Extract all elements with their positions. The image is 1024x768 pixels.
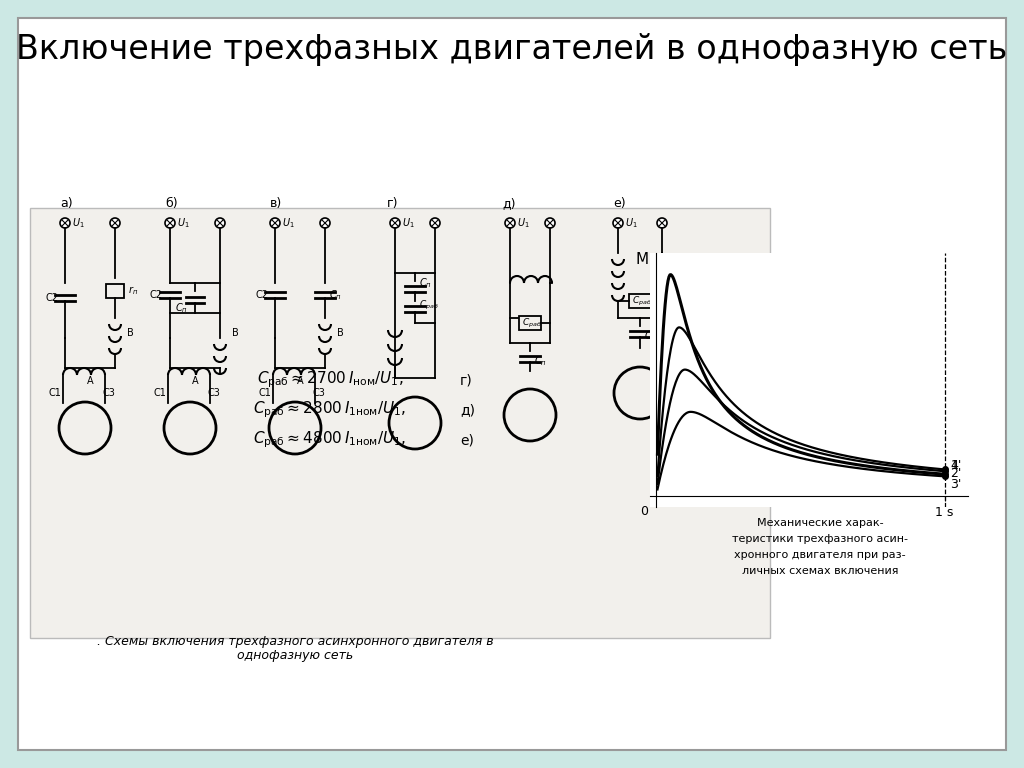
Text: A: A bbox=[87, 376, 93, 386]
Text: C3: C3 bbox=[102, 388, 116, 398]
Text: $C_п$: $C_п$ bbox=[644, 329, 657, 343]
Bar bbox=[106, 284, 124, 298]
Text: C1: C1 bbox=[154, 388, 167, 398]
Text: $C_п$: $C_п$ bbox=[534, 354, 547, 368]
Text: Механические харак-: Механические харак- bbox=[757, 518, 884, 528]
Circle shape bbox=[657, 218, 667, 228]
Text: . Схемы включения трехфазного асинхронного двигателя в: . Схемы включения трехфазного асинхронно… bbox=[96, 634, 494, 647]
Text: $U_1$: $U_1$ bbox=[72, 216, 85, 230]
Text: $U_1$: $U_1$ bbox=[625, 216, 638, 230]
Text: е): е) bbox=[460, 433, 474, 447]
Text: C2: C2 bbox=[45, 293, 58, 303]
Text: в): в) bbox=[270, 197, 283, 210]
Text: г): г) bbox=[460, 373, 473, 387]
Text: а): а) bbox=[60, 197, 73, 210]
Text: $C_\mathrm{раб} \approx 2800\,I_\mathrm{1ном}/U_1,$: $C_\mathrm{раб} \approx 2800\,I_\mathrm{… bbox=[253, 399, 407, 420]
Text: $U_1$: $U_1$ bbox=[402, 216, 415, 230]
Bar bbox=[629, 294, 651, 308]
Text: $U_1$: $U_1$ bbox=[177, 216, 189, 230]
Text: е): е) bbox=[613, 197, 626, 210]
Text: д): д) bbox=[502, 197, 515, 210]
Text: $C_п$: $C_п$ bbox=[329, 288, 342, 302]
Text: Включение трехфазных двигателей в однофазную сеть: Включение трехфазных двигателей в однофа… bbox=[16, 34, 1008, 67]
Text: д): д) bbox=[460, 403, 475, 417]
Text: C1: C1 bbox=[259, 388, 271, 398]
Circle shape bbox=[319, 218, 330, 228]
Text: A: A bbox=[193, 376, 199, 386]
Text: B: B bbox=[232, 328, 239, 338]
Text: хронного двигателя при раз-: хронного двигателя при раз- bbox=[734, 550, 906, 560]
Circle shape bbox=[390, 218, 400, 228]
Text: $U_1$: $U_1$ bbox=[517, 216, 529, 230]
Text: 2': 2' bbox=[950, 467, 962, 480]
Circle shape bbox=[545, 218, 555, 228]
Circle shape bbox=[60, 218, 70, 228]
Text: 4: 4 bbox=[950, 459, 958, 472]
Circle shape bbox=[165, 218, 175, 228]
Text: б): б) bbox=[165, 197, 177, 210]
Text: $U_1$: $U_1$ bbox=[282, 216, 295, 230]
Circle shape bbox=[215, 218, 225, 228]
Text: M: M bbox=[635, 252, 648, 267]
Text: $C_{раб}$: $C_{раб}$ bbox=[522, 316, 542, 329]
Text: C3: C3 bbox=[208, 388, 220, 398]
Text: теристики трехфазного асин-: теристики трехфазного асин- bbox=[732, 534, 908, 544]
Text: $r_п$: $r_п$ bbox=[128, 285, 138, 297]
Circle shape bbox=[505, 218, 515, 228]
FancyBboxPatch shape bbox=[18, 18, 1006, 750]
Text: $C_п$: $C_п$ bbox=[175, 301, 188, 315]
Bar bbox=[519, 316, 541, 330]
Text: $C_{раб}$: $C_{раб}$ bbox=[419, 299, 439, 312]
Text: C3: C3 bbox=[312, 388, 326, 398]
Text: 1': 1' bbox=[950, 458, 962, 472]
Text: A: A bbox=[297, 376, 304, 386]
Circle shape bbox=[270, 218, 280, 228]
Text: $C_п$: $C_п$ bbox=[419, 276, 432, 290]
Text: $C_\mathrm{раб} \approx 2700\,I_\mathrm{ном}/U_1,$: $C_\mathrm{раб} \approx 2700\,I_\mathrm{… bbox=[257, 369, 403, 390]
Text: C2: C2 bbox=[150, 290, 163, 300]
Text: г): г) bbox=[387, 197, 398, 210]
Text: личных схемах включения: личных схемах включения bbox=[741, 566, 898, 576]
Circle shape bbox=[613, 218, 623, 228]
Text: 3': 3' bbox=[950, 478, 962, 492]
Text: 0: 0 bbox=[640, 505, 648, 518]
Text: однофазную сеть: однофазную сеть bbox=[237, 648, 353, 661]
Circle shape bbox=[110, 218, 120, 228]
Text: C2: C2 bbox=[255, 290, 268, 300]
Text: C1: C1 bbox=[48, 388, 61, 398]
Text: B: B bbox=[337, 328, 344, 338]
Circle shape bbox=[430, 218, 440, 228]
Text: $C_\mathrm{раб} \approx 4800\,I_\mathrm{1ном}/U_1,$: $C_\mathrm{раб} \approx 4800\,I_\mathrm{… bbox=[253, 430, 407, 450]
Bar bbox=[30, 208, 770, 638]
Text: B: B bbox=[127, 328, 134, 338]
Text: $C_{раб}$: $C_{раб}$ bbox=[632, 294, 652, 307]
